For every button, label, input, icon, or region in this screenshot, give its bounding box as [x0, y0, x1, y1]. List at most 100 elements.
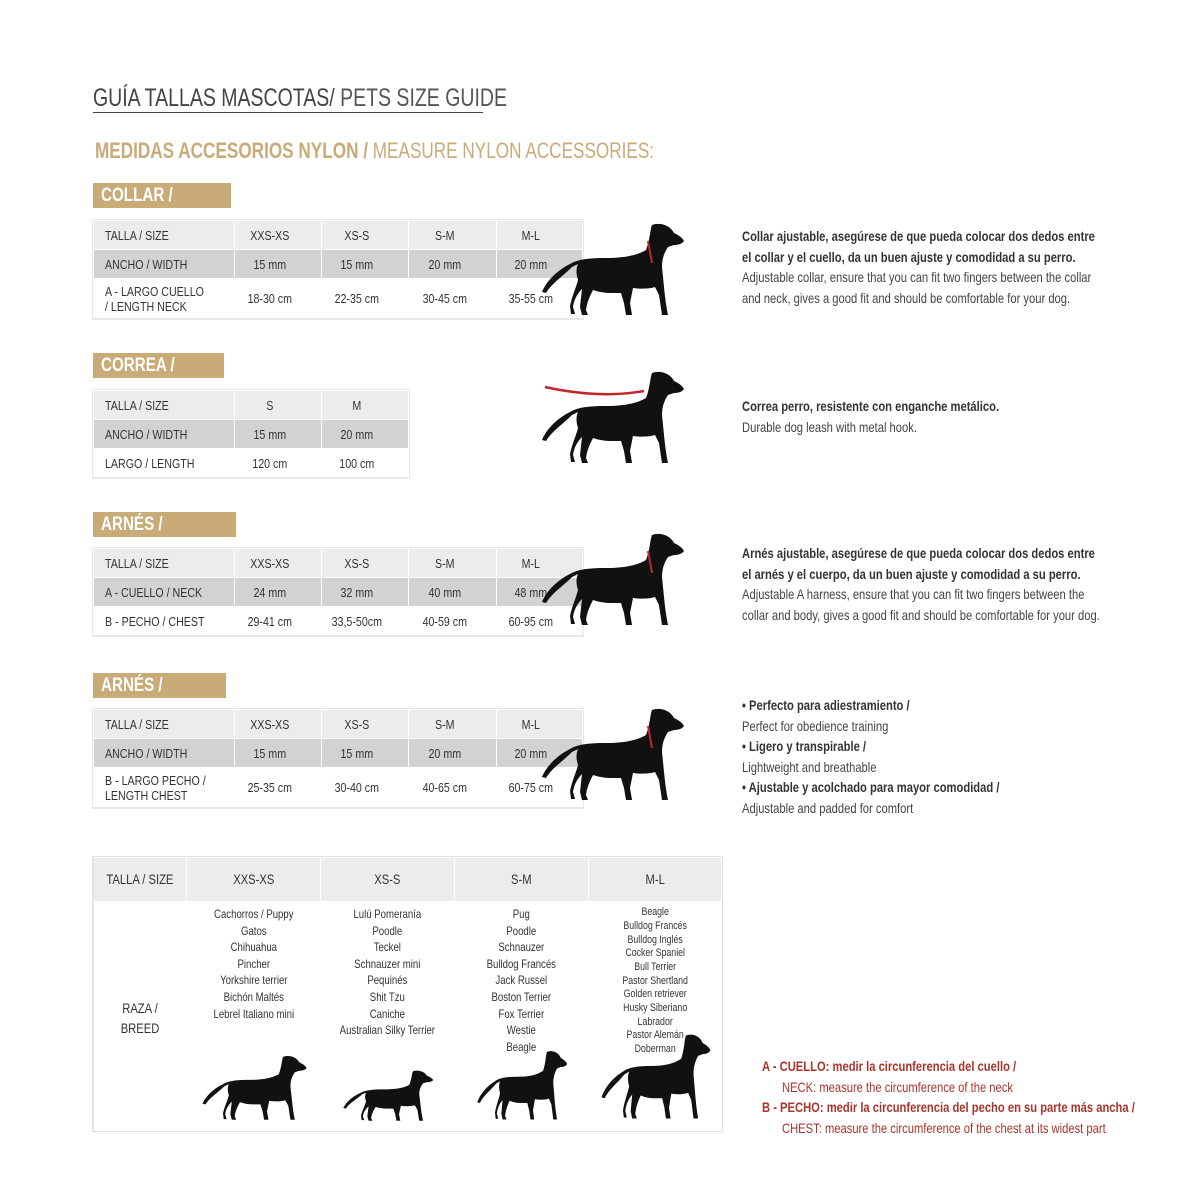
- table-header-cell: XS-S: [320, 856, 456, 903]
- legend-line: B - PECHO: medir la circunferencia del p…: [762, 1099, 1135, 1115]
- cell-text: A - CUELLO / NECK: [105, 584, 203, 600]
- table-cell: XXS-XS: [233, 709, 323, 739]
- row-label: ANCHO / WIDTH: [93, 419, 235, 449]
- table-cell: 20 mm: [495, 249, 584, 279]
- breed-name: Boston Terrier: [491, 990, 552, 1005]
- row-label: ANCHO / WIDTH: [93, 738, 235, 768]
- cell-text: TALLA / SIZE: [105, 555, 169, 571]
- cell-text: 60-75 cm: [508, 780, 554, 795]
- description-line: el collar y el cuello, da un buen ajuste…: [742, 248, 1076, 265]
- table-cell: 120 cm: [233, 448, 323, 478]
- table-cell: 22-35 cm: [321, 278, 410, 319]
- breed-list: Beagle Bulldog Francés Bulldog Inglés Cocke…: [605, 906, 704, 1057]
- title-underline: [93, 112, 483, 113]
- breed-name: Cachorros / Puppy: [213, 907, 294, 922]
- table-cell: 48 mm: [495, 577, 584, 607]
- tag-es: ARNÉS /: [101, 514, 163, 535]
- cell-text: ANCHO / WIDTH: [105, 256, 188, 272]
- cell-text: 40-59 cm: [422, 613, 467, 629]
- breed-list: Pug Poodle Schnauzer Bulldog Francés Jack Ru…: [472, 906, 572, 1055]
- cell-text: B - PECHO / CHEST: [105, 613, 205, 629]
- cell-text: ANCHO / WIDTH: [105, 426, 188, 442]
- table-row: ANCHO / WIDTH 15 mm 15 mm 20 mm 20 mm: [93, 249, 584, 279]
- subtitle: MEDIDAS ACCESORIOS NYLON / MEASURE NYLON…: [95, 138, 654, 164]
- breed-name: Schnauzer mini: [354, 956, 421, 971]
- header-text: M-L: [645, 871, 665, 888]
- table-row: TALLA / SIZE XXS-XS XS-S S-M M-L: [93, 856, 723, 903]
- table-cell: 15 mm: [233, 738, 323, 768]
- breed-name: Golden retriever: [623, 988, 687, 1001]
- breed-name: Schnauzer: [498, 940, 545, 955]
- table-cell: 15 mm: [233, 419, 323, 449]
- table-row: B - PECHO / CHEST 29-41 cm 33,5-50cm 40-59 …: [93, 606, 584, 636]
- cell-text: 30-45 cm: [422, 291, 467, 306]
- breed-name: Pequinés: [367, 973, 408, 988]
- schnauzer-icon: [476, 1049, 571, 1124]
- table-row: TALLA / SIZE XXS-XS XS-S S-M M-L: [93, 709, 584, 739]
- section-tag: CORREA / LEASH: [93, 353, 224, 398]
- cell-text: 100 cm: [339, 455, 375, 471]
- row-label: B - PECHO / CHEST: [93, 606, 235, 636]
- cell-text: XS-S: [344, 555, 370, 571]
- breed-name: Lebrel Italiano mini: [213, 1006, 294, 1021]
- cell-text: TALLA / SIZE: [105, 397, 169, 413]
- table-row: B - LARGO PECHO / LENGTH CHEST 25-35 cm 30…: [93, 767, 584, 808]
- cell-text: B - LARGO PECHO / LENGTH CHEST: [105, 772, 206, 803]
- row-label: ANCHO / WIDTH: [93, 249, 235, 279]
- dog-collar-icon: [540, 220, 690, 322]
- table-cell: XS-S: [321, 220, 410, 250]
- description-line: Durable dog leash with metal hook.: [742, 418, 917, 435]
- table-cell: S-M: [408, 709, 497, 739]
- table-row: RAZA / BREED Cachorros / Puppy Gatos Chihua…: [93, 901, 723, 1131]
- breed-column: Cachorros / Puppy Gatos Chihuahua Pincher Yo…: [185, 901, 322, 1131]
- breed-name: Yorkshire terrier: [219, 973, 288, 988]
- table-cell: XS-S: [321, 548, 410, 578]
- cell-text: M-L: [521, 716, 541, 732]
- table-cell: 30-45 cm: [408, 278, 497, 319]
- tag-es: COLLAR /: [101, 185, 173, 206]
- row-label: RAZA / BREED: [93, 901, 187, 1131]
- header-text: S-M: [511, 871, 532, 888]
- section-tag: ARNÉS / HARNESS: [93, 512, 236, 557]
- table-cell: M-L: [495, 709, 584, 739]
- description-line: Correa perro, resistente con enganche me…: [742, 398, 1000, 414]
- subtitle-en: MEASURE NYLON ACCESSORIES:: [368, 138, 655, 163]
- row-label: B - LARGO PECHO / LENGTH CHEST: [93, 767, 235, 808]
- legend-line: A - CUELLO: medir la circunferencia del …: [762, 1058, 1017, 1074]
- cell-text: XXS-XS: [250, 716, 290, 732]
- description-line: • Ligero y transpirable /: [742, 738, 867, 754]
- cell-text: TALLA / SIZE: [105, 227, 169, 243]
- page-title: GUÍA TALLAS MASCOTAS/ PETS SIZE GUIDE: [93, 84, 507, 113]
- description-line: Adjustable and padded for comfort: [742, 799, 914, 816]
- table-row: TALLA / SIZE XXS-XS XS-S S-M M-L: [93, 548, 584, 578]
- table-cell: M-L: [495, 220, 584, 250]
- breed-name: Fox Terrier: [498, 1006, 545, 1021]
- description-line: Lightweight and breathable: [742, 758, 877, 775]
- breed-name: Bulldog Inglés: [627, 933, 683, 946]
- breed-name: Pastor Shertland: [622, 974, 688, 987]
- breed-size-table: TALLA / SIZE XXS-XS XS-S S-M M-L RAZA / BREED…: [92, 856, 723, 1132]
- section-description: Correa perro, resistente con enganche me…: [742, 396, 999, 437]
- dog-leash-icon: [540, 368, 690, 470]
- table-cell: 15 mm: [321, 249, 410, 279]
- dog-petral-icon: [540, 705, 690, 807]
- table-row: LARGO / LENGTH 120 cm 100 cm: [93, 448, 410, 478]
- cell-text: 22-35 cm: [334, 291, 380, 306]
- legend-line: CHEST: measure the circumference of the …: [782, 1119, 1106, 1136]
- breed-name: Teckel: [374, 940, 402, 955]
- cell-text: M: [352, 397, 362, 413]
- cell-text: ANCHO / WIDTH: [105, 745, 188, 761]
- cell-text: 48 mm: [514, 584, 548, 600]
- breed-name: Chihuahua: [230, 940, 277, 955]
- description-line: el arnés y el cuerpo, da un buen ajuste …: [742, 565, 1081, 582]
- row-label: TALLA / SIZE: [93, 390, 235, 420]
- cell-text: 18-30 cm: [247, 291, 293, 306]
- cell-text: 30-40 cm: [334, 780, 380, 795]
- table-cell: 29-41 cm: [233, 606, 323, 636]
- cell-text: 29-41 cm: [247, 613, 293, 629]
- cell-text: XS-S: [344, 227, 370, 243]
- cell-text: M-L: [521, 227, 541, 243]
- cell-text: 20 mm: [340, 426, 374, 442]
- cell-text: LARGO / LENGTH: [105, 455, 195, 471]
- table-row: TALLA / SIZE S M: [93, 390, 410, 420]
